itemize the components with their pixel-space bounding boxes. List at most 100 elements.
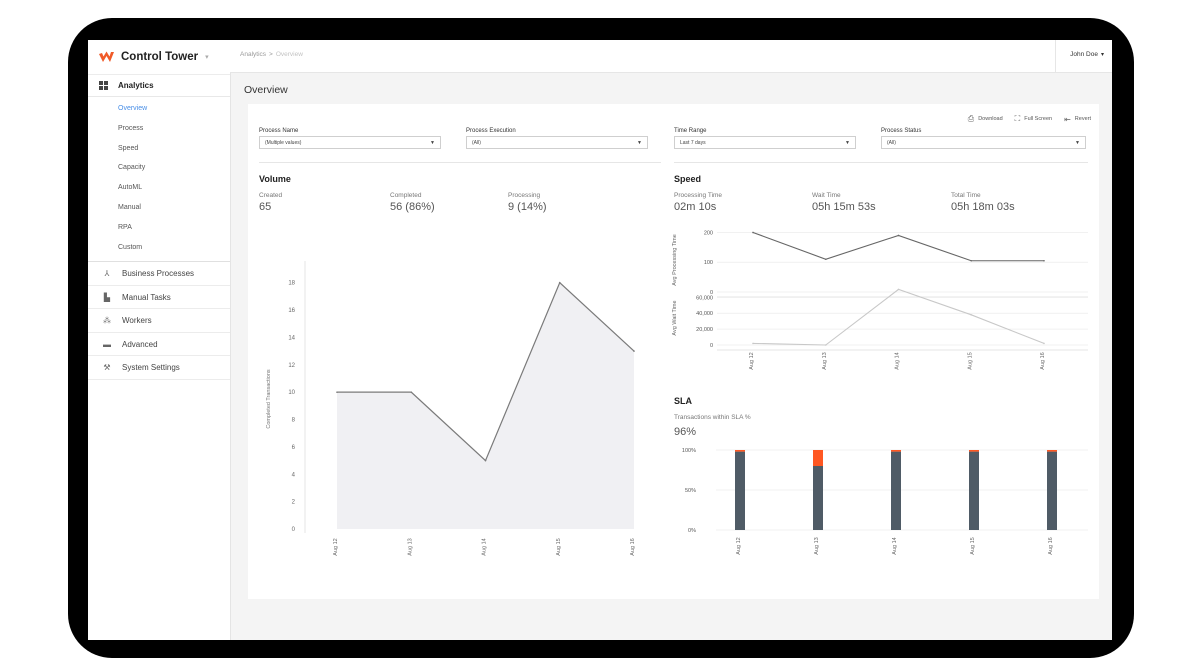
main-nav: ⅄ Business Processes ▙ Manual Tasks ⁂ Wo… <box>88 262 230 380</box>
series-line <box>752 231 1044 262</box>
sidebar-section-label: Analytics <box>118 81 154 90</box>
revert-icon: ⇤ <box>1064 114 1071 124</box>
x-tick-label: Aug 13 <box>814 537 820 554</box>
y-tick-label: 4 <box>292 472 296 478</box>
sla-title: SLA <box>674 396 692 406</box>
breadcrumb-current: Overview <box>275 51 303 58</box>
breadcrumb: Analytics > Overview <box>240 51 303 58</box>
document-icon: ▙ <box>103 292 111 302</box>
x-tick-label: Aug 14 <box>482 538 488 555</box>
x-tick-label: Aug 14 <box>895 352 901 369</box>
user-menu[interactable]: John Doe ▾ <box>1070 51 1104 58</box>
dashboard-icon <box>99 81 108 90</box>
sidebar: Control Tower ▾ Analytics Overview Proce… <box>88 40 231 640</box>
logo-icon <box>99 51 114 62</box>
time-range-select[interactable]: Last 7 days ▼ <box>674 136 856 149</box>
y-tick-label: 12 <box>288 363 295 369</box>
x-tick-label: Aug 13 <box>407 538 413 555</box>
kpi-label: Created <box>259 192 283 199</box>
select-value: Last 7 days <box>680 139 706 146</box>
download-button[interactable]: ⎙ Download <box>968 114 1003 124</box>
process-status-select[interactable]: (All) ▼ <box>881 136 1086 149</box>
x-tick-label: Aug 12 <box>736 537 742 554</box>
dashboard-toolbar: ⎙ Download ⛶ Full Screen ⇤ Revert <box>968 114 1091 124</box>
filter-label: Time Range <box>674 128 707 134</box>
kpi-value: 02m 10s <box>674 201 717 213</box>
kpi-label: Wait Time <box>812 192 841 199</box>
kpi-value: 65 <box>259 201 272 213</box>
data-point <box>752 342 754 345</box>
breadcrumb-separator: > <box>269 51 273 58</box>
subnav-item-automl[interactable]: AutoML <box>118 184 143 192</box>
revert-button[interactable]: ⇤ Revert <box>1064 114 1091 124</box>
kpi-label: Completed <box>390 192 422 199</box>
breadcrumb-root[interactable]: Analytics <box>240 51 267 58</box>
process-execution-select[interactable]: (All) ▼ <box>466 136 648 149</box>
select-value: (All) <box>887 139 896 146</box>
subnav-item-custom[interactable]: Custom <box>118 243 143 251</box>
data-point <box>897 288 900 291</box>
sidebar-item-advanced[interactable]: ▬ Advanced <box>88 333 230 357</box>
x-tick-label: Aug 14 <box>892 537 898 554</box>
y-tick-label: 200 <box>704 230 713 236</box>
area-fill <box>337 282 634 529</box>
y-tick-label: 20,000 <box>696 327 713 333</box>
bar-outside-sla <box>735 450 745 452</box>
subnav-item-overview[interactable]: Overview <box>118 105 148 112</box>
data-point <box>1043 259 1045 262</box>
bar-outside-sla <box>1047 450 1057 452</box>
kpi-label: Processing <box>508 192 541 199</box>
x-tick-label: Aug 16 <box>1048 537 1054 554</box>
briefcase-icon: ▬ <box>103 339 111 349</box>
y-axis-label: Completed Transactions <box>266 369 272 429</box>
x-tick-label: Aug 12 <box>749 352 755 369</box>
sla-chart: 0% 50% 100% Aug 12 Aug 13 Aug 14 Aug 15 Aug 16 <box>682 448 1088 555</box>
data-point <box>824 344 827 346</box>
hierarchy-icon: ⅄ <box>104 269 110 279</box>
data-point <box>824 258 827 261</box>
subnav-item-process[interactable]: Process <box>118 124 144 132</box>
process-name-select[interactable]: (Multiple values) ▼ <box>259 136 441 149</box>
app-name: Control Tower <box>121 51 199 63</box>
y-tick-label: 14 <box>288 335 295 341</box>
speed-title: Speed <box>674 174 702 184</box>
y-tick-label: 0 <box>710 290 713 296</box>
divider <box>674 162 1088 163</box>
subnav-item-speed[interactable]: Speed <box>118 144 139 152</box>
series-line <box>752 288 1045 346</box>
chevron-down-icon[interactable]: ▾ <box>205 54 209 61</box>
filter-process-execution: Process Execution (All) ▼ <box>466 128 648 149</box>
fullscreen-button[interactable]: ⛶ Full Screen <box>1015 114 1052 124</box>
sidebar-item-system-settings[interactable]: ⚒ System Settings <box>88 356 230 380</box>
kpi-created: Created 65 <box>259 192 282 213</box>
bar-within-sla <box>969 451 979 530</box>
divider <box>259 162 661 163</box>
subnav-item-manual[interactable]: Manual <box>118 203 141 211</box>
x-tick-label: Aug 16 <box>630 538 636 555</box>
analytics-subnav: Overview Process Speed Capacity AutoML M… <box>88 97 230 263</box>
bar-outside-sla <box>891 450 901 452</box>
data-point <box>484 459 487 462</box>
bar-outside-sla <box>813 450 823 466</box>
y-tick-label: 0 <box>710 343 713 349</box>
sidebar-item-workers[interactable]: ⁂ Workers <box>88 309 230 333</box>
kpi-value: 05h 18m 03s <box>951 201 1015 213</box>
sidebar-item-business-processes[interactable]: ⅄ Business Processes <box>88 262 230 286</box>
subnav-item-rpa[interactable]: RPA <box>118 223 132 231</box>
sidebar-item-manual-tasks[interactable]: ▙ Manual Tasks <box>88 286 230 310</box>
y-tick-label: 2 <box>292 500 296 506</box>
brand[interactable]: Control Tower ▾ <box>88 40 230 75</box>
kpi-processing: Processing 9 (14%) <box>508 192 547 213</box>
select-value: (Multiple values) <box>265 139 302 146</box>
sidebar-section-analytics[interactable]: Analytics <box>88 75 230 97</box>
sidebar-item-label: Workers <box>122 316 152 326</box>
subnav-item-capacity[interactable]: Capacity <box>118 164 146 172</box>
filter-time-range: Time Range Last 7 days ▼ <box>674 128 856 149</box>
filter-process-status: Process Status (All) ▼ <box>881 128 1086 149</box>
x-tick-label: Aug 15 <box>556 538 562 555</box>
fullscreen-icon: ⛶ <box>1014 114 1021 123</box>
x-tick-label: Aug 15 <box>970 537 976 554</box>
user-name: John Doe <box>1070 51 1098 58</box>
chevron-down-icon: ▼ <box>1075 139 1080 146</box>
kpi-processing-time: Processing Time 02m 10s <box>674 192 722 213</box>
